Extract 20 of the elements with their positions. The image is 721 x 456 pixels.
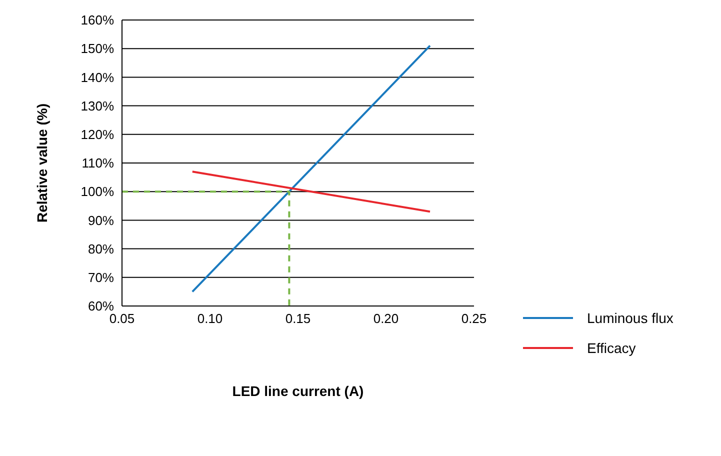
x-tick-label: 0.20 bbox=[373, 311, 399, 326]
y-tick-label: 90% bbox=[88, 212, 114, 228]
y-axis-title: Relative value (%) bbox=[34, 103, 50, 223]
y-tick-label: 160% bbox=[80, 12, 114, 28]
legend-label: Efficacy bbox=[587, 340, 636, 356]
y-tick-label: 60% bbox=[88, 298, 114, 314]
y-tick-label: 150% bbox=[80, 41, 114, 56]
y-tick-label: 100% bbox=[80, 184, 114, 200]
y-tick-label: 140% bbox=[80, 70, 114, 85]
y-tick-label: 120% bbox=[80, 127, 114, 142]
x-tick-label: 0.25 bbox=[461, 311, 487, 326]
legend-label: Luminous flux bbox=[587, 310, 674, 326]
y-tick-label: 80% bbox=[88, 241, 114, 256]
x-tick-label: 0.15 bbox=[285, 311, 311, 326]
x-tick-label: 0.10 bbox=[197, 311, 223, 326]
x-tick-label: 0.05 bbox=[109, 311, 135, 326]
y-tick-label: 130% bbox=[80, 98, 114, 114]
x-axis-title: LED line current (A) bbox=[232, 382, 364, 399]
y-tick-label: 70% bbox=[88, 270, 114, 286]
y-tick-label: 110% bbox=[82, 156, 114, 171]
